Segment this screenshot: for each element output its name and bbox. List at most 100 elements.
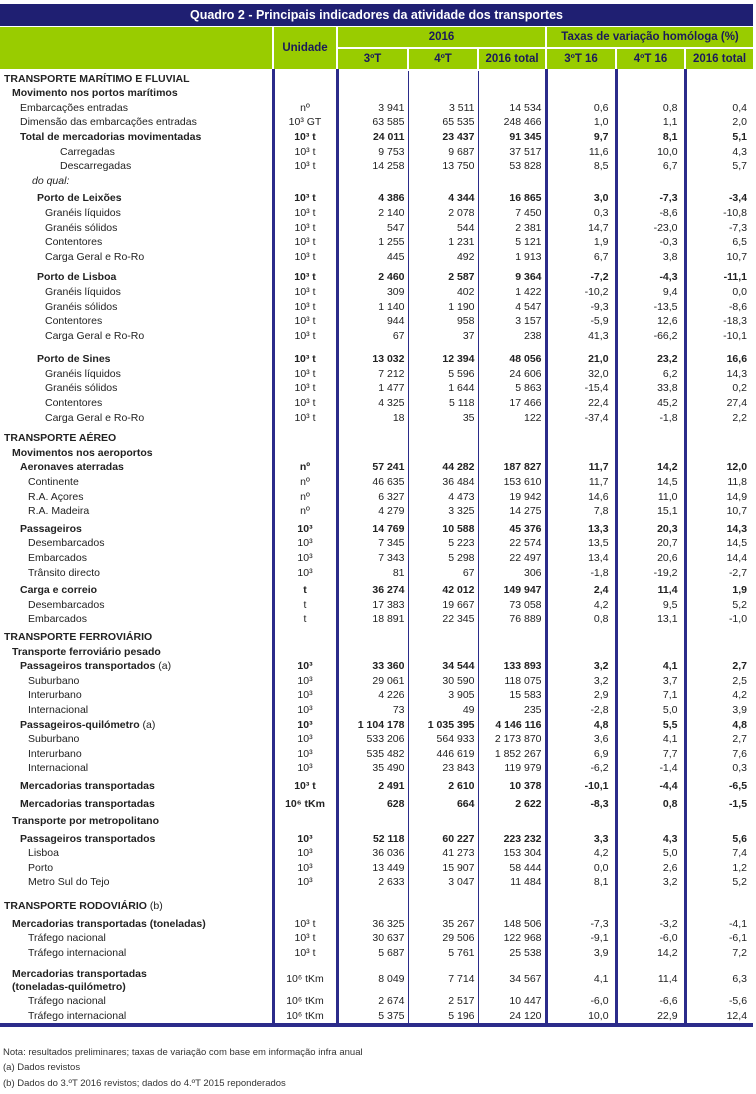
value-3t: 6 327 <box>335 489 408 504</box>
value-3t: 18 <box>335 410 408 425</box>
row-label-text: Contentores <box>45 315 103 328</box>
row-label-text: Embarcados <box>28 552 87 564</box>
value-2016-total: 119 979 <box>477 760 547 776</box>
rate-4t16: -3,2 <box>614 913 686 931</box>
row-label: TRANSPORTE RODOVIÁRIO (b) <box>0 889 273 913</box>
table-row: Interurbano 10³ 535 482 446 619 1 852 267 6,9… <box>0 746 754 761</box>
table-row: Aeronaves aterradas nº 57 241 44 282 187 827… <box>0 459 754 475</box>
row-label: Transporte ferroviário pesado <box>0 644 273 659</box>
rate-4t16: 4,1 <box>614 658 686 674</box>
row-label-text: R.A. Açores <box>28 490 84 503</box>
row-label-text: Granéis líquidos <box>45 206 121 219</box>
rate-4t16: 10,0 <box>614 143 686 159</box>
value-3t: 2 140 <box>335 205 408 220</box>
value-3t: 944 <box>335 313 408 329</box>
value-4t: 35 267 <box>407 913 478 931</box>
rate-3t16: 2,4 <box>544 579 617 598</box>
value-2016-total: 17 466 <box>477 395 547 411</box>
row-label: Interurbano <box>0 688 273 703</box>
value-4t: 446 619 <box>407 746 478 761</box>
row-unit <box>271 85 337 101</box>
row-unit: 10³ <box>271 746 337 761</box>
rate-4t16: 9,4 <box>614 284 686 299</box>
table-row: do qual: <box>0 173 754 188</box>
row-label-line2: (toneladas-quilómetro) <box>12 980 126 993</box>
row-label: Mercadorias transportadas (toneladas) <box>0 913 273 931</box>
row-label: Passageiros-quilómetro (a) <box>0 717 273 732</box>
value-4t: 3 905 <box>407 687 478 703</box>
row-label-text: Porto de Lisboa <box>37 271 117 284</box>
row-label-text: Porto de Leixões <box>37 192 122 205</box>
row-label-text: Tráfego nacional <box>28 932 106 945</box>
rate-3t16 <box>544 424 617 446</box>
rate-4t16: 14,2 <box>614 459 686 475</box>
row-label: Suburbano <box>0 673 273 688</box>
value-3t: 7 343 <box>335 550 408 565</box>
row-label-text: Embarcados <box>28 613 87 626</box>
rate-4t16: 8,1 <box>614 129 686 144</box>
row-note: (a) <box>139 718 156 731</box>
value-3t: 533 206 <box>335 731 408 747</box>
row-label: Contentores <box>0 314 273 329</box>
row-unit: 10³ t <box>271 930 337 946</box>
value-3t: 4 279 <box>335 503 408 519</box>
transport-indicators-table: Unidade 2016 Taxas de variação homóloga … <box>0 27 754 1027</box>
rate-4t16: -6,0 <box>614 930 686 946</box>
value-3t: 4 325 <box>335 395 408 411</box>
value-4t: 44 282 <box>407 459 478 475</box>
value-2016-total <box>477 889 547 914</box>
value-4t: 5 596 <box>407 366 478 381</box>
row-label-text: Tráfego internacional <box>28 1010 127 1023</box>
rate-4t16 <box>614 173 686 188</box>
value-2016-total: 45 376 <box>477 518 547 536</box>
rate-3t16: 6,7 <box>544 249 617 264</box>
value-4t <box>407 85 478 101</box>
table-row: Internacional 10³ 73 49 235 -2,8 5,0 3,9 <box>0 702 754 717</box>
row-label: TRANSPORTE MARÍTIMO E FLUVIAL <box>0 70 273 86</box>
value-2016-total: 4 547 <box>477 298 547 314</box>
table-row: Tráfego internacional 10⁶ tKm 5 375 5 196 24… <box>0 1008 754 1027</box>
row-unit: 10³ <box>271 658 337 674</box>
rate-3t16: 14,7 <box>544 219 617 235</box>
rate-3t16: -10,2 <box>544 284 617 299</box>
table-row: Passageiros transportados 10³ 52 118 60 227… <box>0 828 754 846</box>
rate-3t16: 3,3 <box>544 828 617 846</box>
rate-2016-total: -6,5 <box>683 775 754 793</box>
row-unit: nº <box>271 459 337 475</box>
row-label-text: Aeronaves aterradas <box>20 461 124 474</box>
value-3t: 36 036 <box>335 845 408 861</box>
rate-2016-total: -1,0 <box>683 611 754 627</box>
header-col-3t16: 3ºT 16 <box>545 48 617 71</box>
rate-3t16: 8,1 <box>544 874 617 890</box>
value-3t: 67 <box>335 328 408 343</box>
header-year: 2016 <box>335 27 547 49</box>
value-2016-total: 4 146 116 <box>477 716 547 732</box>
value-3t <box>335 810 408 829</box>
rate-2016-total: 3,9 <box>683 702 754 717</box>
table-row: Movimentos nos aeroportos <box>0 445 754 460</box>
value-3t: 17 383 <box>335 597 408 612</box>
rate-2016-total: 0,4 <box>683 100 754 115</box>
rate-2016-total: 2,0 <box>683 114 754 130</box>
rate-2016-total <box>683 424 754 446</box>
rate-3t16: 8,5 <box>544 158 617 174</box>
header-col-rate-total: 2016 total <box>684 48 754 71</box>
rate-3t16: 41,3 <box>544 328 617 343</box>
rate-4t16: 20,6 <box>614 550 686 565</box>
row-unit: 10³ <box>271 860 337 875</box>
rate-3t16: 0,0 <box>544 860 617 875</box>
value-3t: 52 118 <box>335 828 408 846</box>
table-row: Granéis sólidos 10³ t 547 544 2 381 14,7 -23,0… <box>0 219 754 235</box>
rate-4t16: 20,7 <box>614 535 686 551</box>
table-row: Interurbano 10³ 4 226 3 905 15 583 2,9 7,1 4,2 <box>0 687 754 703</box>
row-label: Total de mercadorias movimentadas <box>0 129 273 144</box>
rate-2016-total: -1,5 <box>683 792 754 811</box>
rate-4t16: 6,7 <box>614 158 686 174</box>
rate-4t16: 22,9 <box>614 1008 686 1027</box>
value-4t: 2 587 <box>407 263 478 285</box>
rate-3t16: 11,6 <box>544 143 617 159</box>
value-4t: 23 437 <box>407 129 478 144</box>
row-label-text: Mercadorias transportadas <box>20 779 155 792</box>
rate-3t16: 0,8 <box>544 611 617 627</box>
value-4t <box>407 643 478 659</box>
